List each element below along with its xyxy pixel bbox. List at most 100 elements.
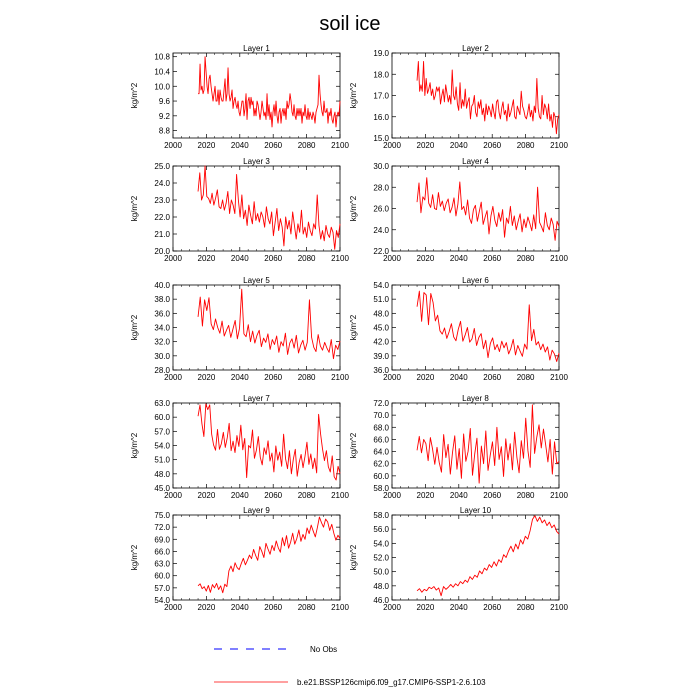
y-tick-label: 22.0 bbox=[154, 213, 170, 222]
y-tick-label: 18.0 bbox=[373, 70, 389, 79]
x-tick-label: 2080 bbox=[517, 141, 535, 150]
x-tick-label: 2000 bbox=[383, 373, 401, 382]
x-tick-label: 2060 bbox=[483, 373, 501, 382]
y-tick-label: 9.6 bbox=[159, 97, 171, 106]
x-tick-label: 2060 bbox=[264, 373, 282, 382]
y-tick-label: 42.0 bbox=[373, 338, 389, 347]
y-tick-label: 64.0 bbox=[373, 448, 389, 457]
y-tick-label: 54.0 bbox=[154, 442, 170, 451]
series-line bbox=[416, 177, 560, 241]
legend-model-label: b.e21.BSSP126cmip6.f09_g17.CMIP6-SSP1-2.… bbox=[297, 678, 486, 687]
panel-title: Layer 4 bbox=[462, 157, 489, 166]
x-tick-label: 2100 bbox=[550, 603, 568, 612]
x-tick-label: 2060 bbox=[483, 603, 501, 612]
x-tick-label: 2000 bbox=[164, 491, 182, 500]
y-tick-label: 8.8 bbox=[159, 127, 171, 136]
x-tick-label: 2000 bbox=[164, 603, 182, 612]
y-tick-label: 28.0 bbox=[373, 183, 389, 192]
x-tick-label: 2100 bbox=[550, 254, 568, 263]
plot-frame bbox=[172, 165, 341, 252]
x-tick-label: 2040 bbox=[450, 491, 468, 500]
panel-title: Layer 5 bbox=[243, 276, 270, 285]
y-tick-label: 30.0 bbox=[154, 352, 170, 361]
y-tick-label: 36.0 bbox=[154, 309, 170, 318]
y-tick-label: 54.0 bbox=[154, 596, 170, 605]
plot-frame bbox=[391, 514, 560, 601]
y-axis-label: kg/m^2 bbox=[130, 314, 139, 340]
x-tick-label: 2020 bbox=[417, 373, 435, 382]
panel-title: Layer 6 bbox=[462, 276, 489, 285]
y-tick-label: 40.0 bbox=[154, 281, 170, 290]
x-tick-label: 2000 bbox=[164, 141, 182, 150]
y-tick-label: 57.0 bbox=[154, 427, 170, 436]
x-tick-label: 2020 bbox=[198, 141, 216, 150]
x-tick-label: 2020 bbox=[417, 603, 435, 612]
x-tick-label: 2100 bbox=[550, 141, 568, 150]
x-tick-label: 2060 bbox=[483, 141, 501, 150]
panel-grid: 2000 2020 2040 2060 2080 2100 8.8 9.2 9.6 10.0 10.… bbox=[130, 44, 568, 612]
x-tick-label: 2060 bbox=[264, 603, 282, 612]
panel-title: Layer 9 bbox=[243, 506, 270, 515]
x-tick-label: 2080 bbox=[517, 373, 535, 382]
y-tick-label: 24.0 bbox=[154, 179, 170, 188]
panel-layer-1: 2000 2020 2040 2060 2080 2100 8.8 9.2 9.6 10.0 10.… bbox=[130, 44, 349, 150]
x-tick-label: 2100 bbox=[331, 603, 349, 612]
y-tick-label: 45.0 bbox=[154, 484, 170, 493]
x-tick-label: 2100 bbox=[550, 373, 568, 382]
x-tick-label: 2000 bbox=[164, 254, 182, 263]
y-tick-label: 58.0 bbox=[373, 484, 389, 493]
y-tick-label: 52.0 bbox=[373, 554, 389, 563]
panel-layer-9: 2000 2020 2040 2060 2080 2100 54.0 57.0 60.0 63.0… bbox=[130, 506, 349, 612]
y-tick-label: 63.0 bbox=[154, 560, 170, 569]
x-tick-label: 2040 bbox=[231, 254, 249, 263]
y-tick-label: 75.0 bbox=[154, 511, 170, 520]
plot-frame bbox=[172, 284, 341, 371]
y-tick-label: 10.0 bbox=[154, 82, 170, 91]
series-line bbox=[198, 56, 341, 128]
panel-layer-4: 2000 2020 2040 2060 2080 2100 22.0 24.0 26.0 28.0… bbox=[349, 157, 568, 263]
y-tick-label: 68.0 bbox=[373, 423, 389, 432]
y-tick-label: 63.0 bbox=[154, 399, 170, 408]
y-tick-label: 38.0 bbox=[154, 295, 170, 304]
x-tick-label: 2020 bbox=[198, 603, 216, 612]
series-line bbox=[416, 404, 560, 484]
plot-frame bbox=[391, 52, 560, 139]
y-tick-label: 10.4 bbox=[154, 67, 170, 76]
y-tick-label: 60.0 bbox=[154, 413, 170, 422]
y-tick-label: 72.0 bbox=[373, 399, 389, 408]
x-tick-label: 2060 bbox=[264, 254, 282, 263]
x-tick-label: 2080 bbox=[517, 254, 535, 263]
panel-layer-10: 2000 2020 2040 2060 2080 2100 46.0 48.0 50.0 52.0… bbox=[349, 506, 568, 612]
legend-obs-label: No Obs bbox=[310, 645, 337, 654]
x-tick-label: 2100 bbox=[331, 141, 349, 150]
figure-title: soil ice bbox=[319, 13, 380, 35]
series-line bbox=[197, 288, 341, 360]
x-tick-label: 2100 bbox=[331, 373, 349, 382]
panel-title: Layer 1 bbox=[243, 44, 270, 53]
y-tick-label: 62.0 bbox=[373, 460, 389, 469]
y-tick-label: 20.0 bbox=[154, 247, 170, 256]
y-tick-label: 56.0 bbox=[373, 525, 389, 534]
y-tick-label: 46.0 bbox=[373, 596, 389, 605]
y-tick-label: 72.0 bbox=[154, 523, 170, 532]
panel-layer-5: 2000 2020 2040 2060 2080 2100 28.0 30.0 32.0 34.0… bbox=[130, 276, 349, 382]
y-axis-label: kg/m^2 bbox=[130, 82, 139, 108]
x-tick-label: 2000 bbox=[383, 254, 401, 263]
x-tick-label: 2080 bbox=[298, 603, 316, 612]
x-tick-label: 2080 bbox=[298, 491, 316, 500]
y-tick-label: 48.0 bbox=[154, 470, 170, 479]
y-tick-label: 54.0 bbox=[373, 281, 389, 290]
y-axis-label: kg/m^2 bbox=[349, 544, 358, 570]
x-tick-label: 2000 bbox=[383, 141, 401, 150]
y-tick-label: 19.0 bbox=[373, 49, 389, 58]
y-tick-label: 21.0 bbox=[154, 230, 170, 239]
x-tick-label: 2040 bbox=[231, 491, 249, 500]
panel-title: Layer 10 bbox=[460, 506, 492, 515]
panel-title: Layer 2 bbox=[462, 44, 489, 53]
y-axis-label: kg/m^2 bbox=[349, 314, 358, 340]
y-tick-label: 58.0 bbox=[373, 511, 389, 520]
x-tick-label: 2060 bbox=[264, 491, 282, 500]
x-tick-label: 2000 bbox=[164, 373, 182, 382]
legend: No Obs b.e21.BSSP126cmip6.f09_g17.CMIP6-… bbox=[214, 645, 486, 687]
